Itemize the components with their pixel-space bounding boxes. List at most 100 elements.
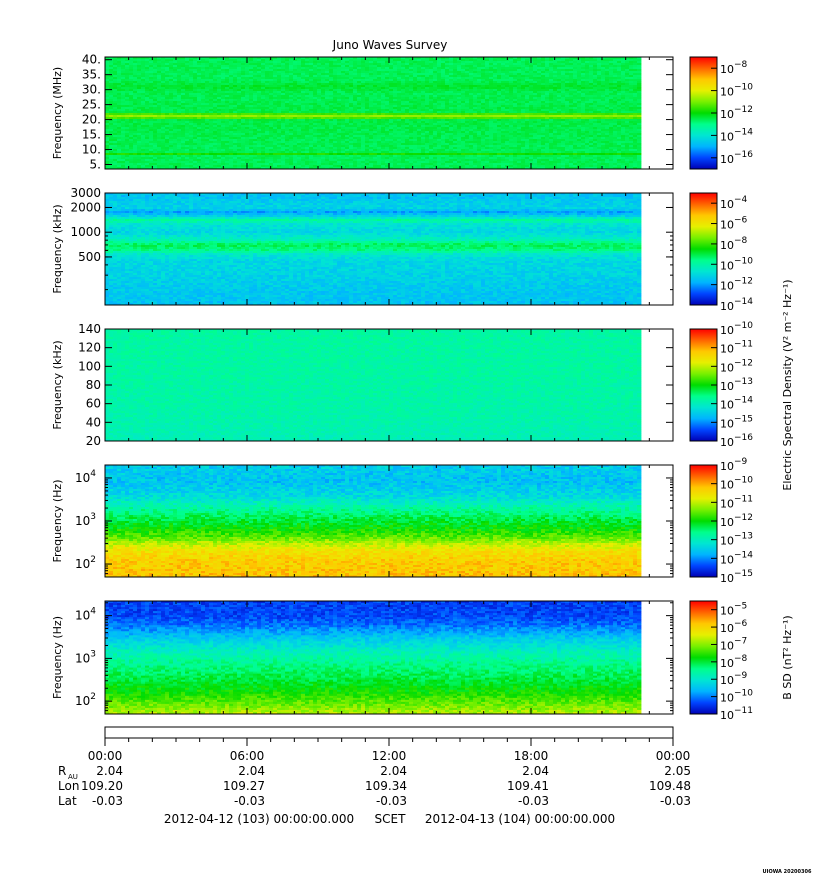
y-tick-label: 3000 — [70, 186, 101, 200]
time-tick-label: 00:00 — [656, 749, 691, 763]
colorbar-tick-label: 10−16 — [720, 433, 753, 449]
colorbar-tick-label: 10−9 — [720, 457, 748, 473]
colorbar-tick-label: 10−15 — [720, 569, 753, 585]
colorbar-tick-label: 10−7 — [720, 636, 747, 652]
colorbar-tick-label: 10−12 — [720, 513, 753, 529]
time-footer: 2012-04-12 (103) 00:00:00.000 SCET 2012-… — [164, 812, 615, 826]
colorbar-tick-label: 10−12 — [720, 277, 753, 293]
spectrogram-hfr-high — [105, 57, 642, 169]
colorbar-tick-label: 10−10 — [720, 256, 753, 272]
colorbar-label: Electric Spectral Density (V² m⁻² Hz⁻¹) — [781, 279, 794, 490]
colorbar-tick-label: 10−9 — [720, 671, 748, 687]
y-tick-label: 120 — [78, 341, 101, 355]
colorbar-tick-label: 10−10 — [720, 321, 753, 337]
y-tick-label: 5. — [90, 158, 101, 172]
end-time: 2012-04-13 (104) 00:00:00.000 — [425, 812, 615, 826]
colorbar-tick-label: 10−11 — [720, 494, 753, 510]
y-axis-label: Frequency (MHz) — [51, 67, 64, 159]
y-axis-label: Frequency (kHz) — [51, 204, 64, 293]
ephem-lat-value: -0.03 — [234, 794, 265, 808]
panel-hfr-high: 5.10.15.20.25.30.35.40. Frequency (MHz) 10… — [51, 53, 753, 172]
colorbar-tick-label: 10−14 — [720, 550, 753, 566]
y-tick-label: 15. — [82, 128, 101, 142]
colorbar-tick-label: 10−16 — [720, 150, 753, 166]
y-tick-label: 104 — [75, 469, 96, 485]
y-tick-label: 30. — [82, 83, 101, 97]
time-axis-frame — [104, 726, 674, 739]
colorbar-tick-label: 10−5 — [720, 602, 747, 618]
time-axis: R AULonLat00:002.04109.20-0.0306:002.0410… — [58, 726, 691, 808]
ephem-label-r: R — [58, 764, 66, 778]
spectrogram-mag-low — [105, 601, 642, 714]
y-tick-label: 35. — [82, 68, 101, 82]
colorbar-tick-label: 10−8 — [720, 654, 748, 670]
y-tick-label: 102 — [75, 555, 96, 571]
chart-title: Juno Waves Survey — [332, 38, 448, 52]
colorbar-lfr-low: 10−15 10−14 10−13 10−12 10−11 10−10 10−9 — [689, 457, 753, 585]
y-axis-label: Frequency (Hz) — [51, 480, 64, 563]
colorbar-tick-label: 10−14 — [720, 396, 753, 412]
colorbar-tick-label: 10−10 — [720, 83, 753, 99]
colorbar-tick-label: 10−13 — [720, 377, 753, 393]
colorbar-tick-label: 10−10 — [720, 689, 753, 705]
y-tick-label: 40 — [86, 415, 101, 429]
y-tick-label: 102 — [75, 692, 96, 708]
colorbar-gradient — [689, 192, 718, 306]
y-tick-label: 40. — [82, 53, 101, 67]
spectrogram-lfr-low — [105, 465, 642, 577]
y-tick-label: 20 — [86, 434, 101, 448]
time-tick-label: 06:00 — [230, 749, 265, 763]
ephem-lat-value: -0.03 — [660, 794, 691, 808]
colorbar-hfr-high: 10−16 10−14 10−12 10−10 10−8 — [689, 56, 753, 170]
colorbar-tick-label: 10−8 — [720, 236, 748, 252]
ephem-lon-value: 109.41 — [507, 779, 549, 793]
colorbar-tick-label: 10−13 — [720, 532, 753, 548]
ephem-r-value: 2.05 — [664, 764, 691, 778]
ephem-r-value: 2.04 — [380, 764, 407, 778]
y-tick-label: 25. — [82, 98, 101, 112]
ephem-lon-value: 109.34 — [365, 779, 407, 793]
stamp: UIOWA 20200306 — [763, 869, 812, 875]
ephem-label-lon: Lon — [58, 779, 79, 793]
start-time: 2012-04-12 (103) 00:00:00.000 — [164, 812, 354, 826]
ephem-label-r-sub: AU — [68, 773, 78, 781]
spectrogram-lfr-high — [105, 329, 642, 441]
ephem-r-value: 2.04 — [522, 764, 549, 778]
y-tick-label: 1000 — [70, 225, 101, 239]
colorbar-tick-label: 10−12 — [720, 358, 753, 374]
colorbar-tick-label: 10−11 — [720, 706, 753, 722]
colorbar-tick-label: 10−14 — [720, 127, 753, 143]
colorbar-hfr-low: 10−14 10−12 10−10 10−8 10−6 10−4 — [689, 192, 753, 313]
y-tick-label: 140 — [78, 322, 101, 336]
y-tick-label: 103 — [75, 512, 96, 528]
ephem-lon-value: 109.48 — [649, 779, 691, 793]
time-tick-label: 00:00 — [88, 749, 123, 763]
spectrogram-panels: 5.10.15.20.25.30.35.40. Frequency (MHz) 10… — [51, 53, 794, 722]
colorbar-tick-label: 10−11 — [720, 340, 753, 356]
y-tick-label: 10. — [82, 143, 101, 157]
time-tick-label: 18:00 — [514, 749, 549, 763]
colorbar-tick-label: 10−8 — [720, 60, 748, 76]
colorbar-tick-label: 10−6 — [720, 216, 748, 232]
colorbar-tick-label: 10−15 — [720, 414, 753, 430]
colorbar-tick-label: 10−14 — [720, 297, 753, 313]
ephem-lon-value: 109.27 — [223, 779, 265, 793]
scet-label: SCET — [375, 812, 407, 826]
ephem-label-lat: Lat — [58, 794, 77, 808]
y-axis-label: Frequency (kHz) — [51, 340, 64, 429]
ephem-lat-value: -0.03 — [376, 794, 407, 808]
y-axis-label: Frequency (Hz) — [51, 616, 64, 699]
y-tick-label: 20. — [82, 113, 101, 127]
colorbar-tick-label: 10−12 — [720, 105, 753, 121]
y-tick-label: 500 — [78, 250, 101, 264]
colorbar-label: B SD (nT² Hz⁻¹) — [781, 615, 794, 699]
colorbar-gradient — [689, 600, 718, 715]
y-tick-label: 104 — [75, 607, 96, 623]
colorbar-tick-label: 10−10 — [720, 476, 753, 492]
